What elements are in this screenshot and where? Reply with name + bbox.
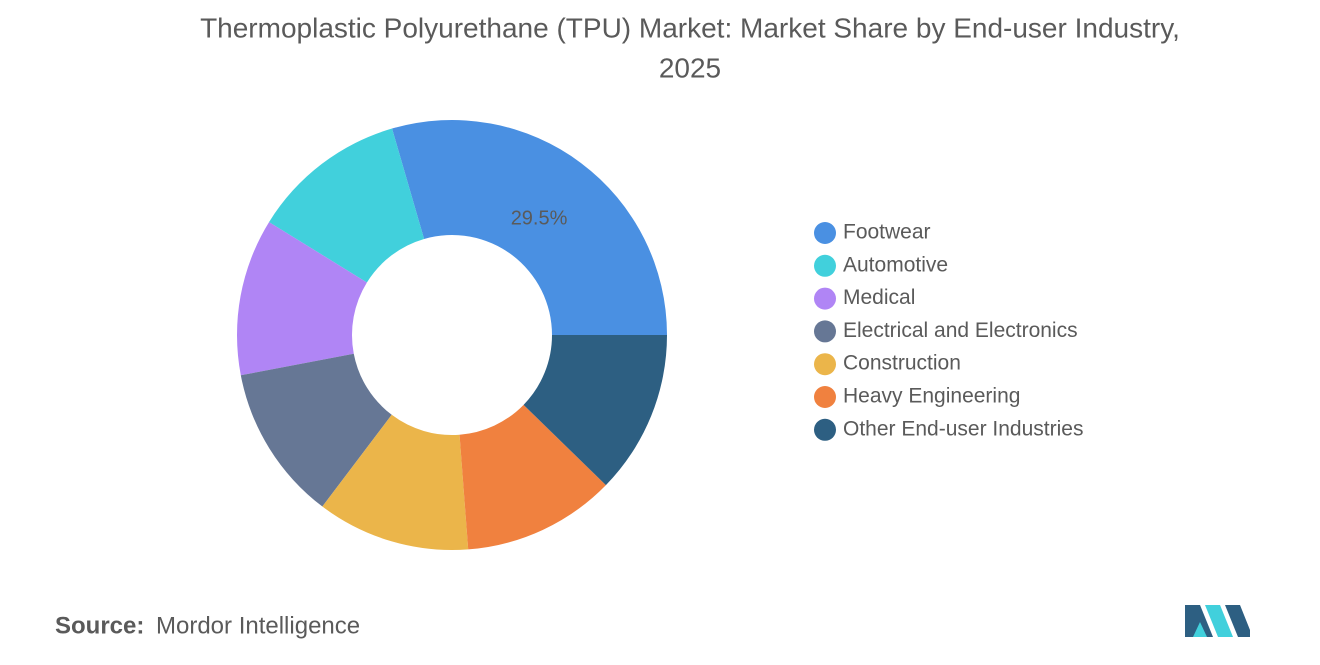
slice	[322, 414, 469, 550]
chart-title: Thermoplastic Polyurethane (TPU) Market:…	[200, 12, 1180, 43]
legend-marker	[814, 386, 836, 408]
legend-label: Automotive	[843, 253, 948, 276]
legend-label: Heavy Engineering	[843, 385, 1020, 408]
logo	[1185, 605, 1250, 637]
slice	[392, 120, 667, 335]
legend-label: Medical	[843, 286, 915, 309]
legend-marker	[814, 254, 836, 277]
legend-label: Footwear	[843, 221, 931, 244]
legend-label: Electrical and Electronics	[843, 319, 1078, 342]
value-label: 29.5%	[511, 207, 568, 229]
chart-subtitle: 2025	[659, 52, 721, 83]
legend-marker	[814, 222, 836, 244]
source-label: Source:	[55, 612, 144, 639]
slice	[523, 335, 667, 486]
slice	[269, 128, 425, 283]
slice	[236, 222, 367, 376]
source: Mordor Intelligence	[156, 612, 360, 639]
slice	[459, 404, 606, 550]
legend-marker	[814, 418, 836, 441]
legend-marker	[814, 287, 836, 310]
legend-marker	[814, 353, 836, 376]
legend-label: Other End-user Industries	[843, 417, 1083, 440]
slice	[240, 353, 392, 507]
legend-marker	[814, 320, 836, 343]
legend-label: Construction	[843, 352, 961, 375]
